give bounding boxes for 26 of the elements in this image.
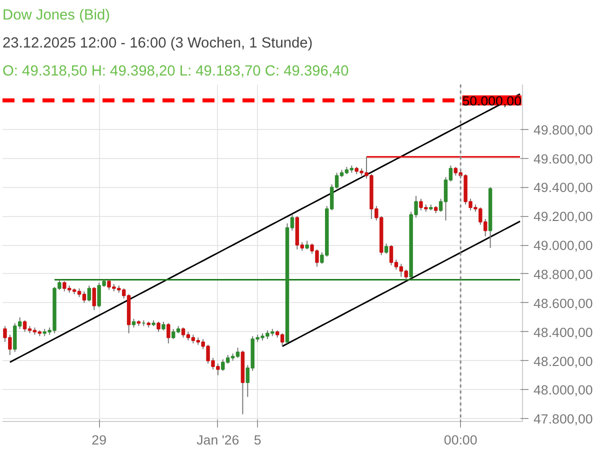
candlestick bbox=[92, 286, 96, 311]
y-tick-label: 49.800,00 bbox=[534, 122, 593, 138]
y-tick-label: 48.000,00 bbox=[534, 382, 593, 398]
chart-subtitle: 23.12.2025 12:00 - 16:00 (3 Wochen, 1 Stunde) bbox=[2, 36, 313, 52]
candlestick bbox=[166, 322, 170, 344]
y-tick-label: 49.600,00 bbox=[534, 151, 593, 166]
ref-line-label: 50.000,00 bbox=[462, 93, 522, 108]
y-tick-label: 49.200,00 bbox=[534, 209, 593, 224]
x-tick-label: 29 bbox=[92, 432, 106, 448]
y-tick-label: 49.000,00 bbox=[534, 238, 593, 254]
y-tick-label: 48.200,00 bbox=[534, 354, 593, 369]
chart-title: Dow Jones (Bid) bbox=[2, 8, 110, 24]
line-series bbox=[282, 220, 521, 348]
candlestick bbox=[384, 243, 388, 254]
text: O: 49.318,50 H: 49.398,20 L: 49.183,70 C: 49.396,40 bbox=[2, 64, 349, 80]
y-tick-label: 49.400,00 bbox=[534, 180, 593, 196]
x-tick-label: Jan '26 bbox=[196, 432, 240, 448]
x-tick-label: 5 bbox=[254, 432, 262, 448]
y-tick-label: 48.400,00 bbox=[534, 324, 593, 340]
candlestick bbox=[156, 321, 160, 332]
candlestick bbox=[87, 285, 92, 302]
y-tick-label: 47.800,00 bbox=[534, 412, 593, 427]
line-series bbox=[9, 93, 521, 363]
y-tick-label: 48.800,00 bbox=[534, 266, 593, 282]
y-tick-label: 48.600,00 bbox=[534, 296, 593, 311]
x-tick-label: 00:00 bbox=[444, 432, 478, 448]
